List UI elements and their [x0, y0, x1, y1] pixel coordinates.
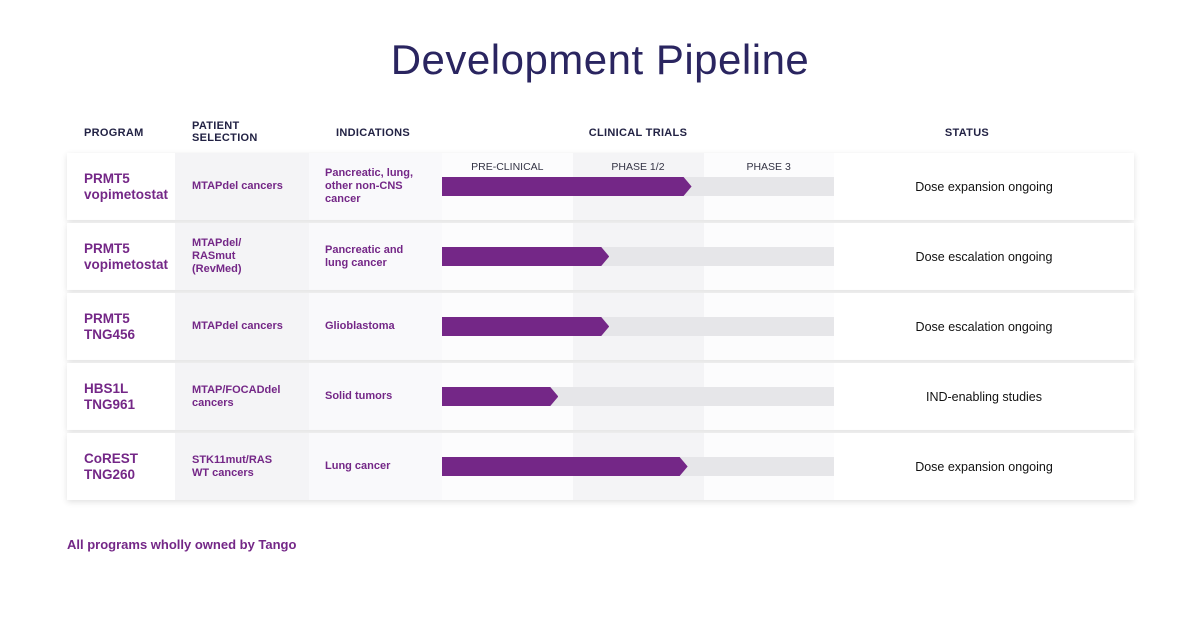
program-target: HBS1L: [84, 380, 129, 396]
indications: Pancreatic and lung cancer: [325, 243, 404, 269]
table-cell-bg: [834, 153, 1134, 220]
table-cell-bg: [175, 153, 309, 220]
status-cell: IND-enabling studies: [834, 363, 1134, 430]
patient-selection: MTAPdel cancers: [192, 320, 283, 332]
table-cell-bg: [309, 433, 442, 500]
patient-selection: MTAPdel cancers: [192, 180, 283, 192]
indications: Glioblastoma: [325, 320, 395, 332]
table-cell-bg: [309, 363, 442, 430]
pipeline-row: HBS1L TNG961 MTAP/FOCADdel cancers Solid tu…: [67, 363, 1134, 430]
progress-bar: [442, 457, 688, 476]
table-cell-bg: [834, 223, 1134, 290]
progress-arrow: [442, 457, 688, 476]
header-status: STATUS: [944, 127, 990, 139]
table-cell-bg: [309, 223, 442, 290]
program-target: PRMT5: [84, 240, 130, 256]
table-cell-bg: [67, 153, 175, 220]
table-cell-bg: [309, 293, 442, 360]
patient-selection: STK11mut/RAS WT cancers: [192, 453, 273, 479]
table-cell-bg: [309, 153, 442, 220]
footnote: All programs wholly owned by Tango: [67, 537, 297, 552]
table-cell-bg: [834, 293, 1134, 360]
progress-bar: [442, 317, 610, 336]
table-cell-bg: [67, 433, 175, 500]
status-text: IND-enabling studies: [925, 389, 1043, 404]
table-cell-bg: [175, 223, 309, 290]
header-program: PROGRAM: [84, 127, 144, 139]
progress-arrow: [442, 387, 559, 406]
pipeline-row: CoREST TNG260 STK11mut/RAS WT cancers Lung …: [67, 433, 1134, 500]
table-cell-bg: [175, 293, 309, 360]
indications: Solid tumors: [325, 390, 393, 402]
pipeline-row: PRMT5 vopimetostat MTAPdel cancers Pancreat…: [67, 153, 1134, 220]
pipeline-row: PRMT5 TNG456 MTAPdel cancers Glioblastoma Do…: [67, 293, 1134, 360]
progress-bar: [442, 387, 559, 406]
status-cell: Dose escalation ongoing: [834, 293, 1134, 360]
patient-selection: MTAPdel/ RASmut (RevMed): [192, 237, 242, 275]
status-text: Dose expansion ongoing: [915, 179, 1053, 194]
header-indications: INDICATIONS: [336, 127, 410, 139]
table-cell-bg: [175, 433, 309, 500]
indications: Lung cancer: [325, 460, 391, 472]
phase-label: PHASE 1/2: [611, 161, 665, 173]
status-cell: Dose expansion ongoing: [834, 433, 1134, 500]
header-clinical-trials: CLINICAL TRIALS: [588, 127, 688, 139]
status-text: Dose escalation ongoing: [915, 249, 1053, 264]
progress-arrow: [442, 317, 610, 336]
table-cell-bg: [834, 433, 1134, 500]
program-compound: TNG456: [84, 326, 136, 342]
program-name: PRMT5 TNG456: [84, 293, 175, 360]
table-cell-bg: [175, 363, 309, 430]
status-cell: Dose escalation ongoing: [834, 223, 1134, 290]
table-cell-bg: [834, 363, 1134, 430]
program-name: PRMT5 vopimetostat: [84, 153, 175, 220]
table-cell-bg: [67, 363, 175, 430]
patient-selection: MTAP/FOCADdel cancers: [192, 383, 281, 409]
phase-label: PHASE 3: [746, 161, 791, 173]
progress-bar: [442, 247, 610, 266]
program-target: CoREST: [84, 450, 138, 466]
program-name: HBS1L TNG961: [84, 363, 175, 430]
progress-arrow: [442, 247, 610, 266]
program-compound: TNG961: [84, 396, 136, 412]
program-compound: vopimetostat: [84, 186, 169, 202]
program-compound: TNG260: [84, 466, 136, 482]
program-name: CoREST TNG260: [84, 433, 175, 500]
page-title: Development Pipeline: [390, 36, 810, 83]
program-target: PRMT5: [84, 310, 130, 326]
status-text: Dose expansion ongoing: [915, 459, 1053, 474]
program-name: PRMT5 vopimetostat: [84, 223, 175, 290]
progress-arrow: [442, 177, 692, 196]
status-text: Dose escalation ongoing: [915, 319, 1053, 334]
table-cell-bg: [67, 223, 175, 290]
program-compound: vopimetostat: [84, 256, 169, 272]
pipeline-row: PRMT5 vopimetostat MTAPdel/ RASmut (RevMed…: [67, 223, 1134, 290]
table-cell-bg: [67, 293, 175, 360]
phase-label: PRE-CLINICAL: [471, 161, 544, 173]
header-patient-selection: PATIENT SELECTION: [192, 120, 258, 144]
indications: Pancreatic, lung, other non-CNS cancer: [325, 167, 414, 205]
progress-bar: [442, 177, 692, 196]
status-cell: Dose expansion ongoing: [834, 153, 1134, 220]
program-target: PRMT5: [84, 170, 130, 186]
